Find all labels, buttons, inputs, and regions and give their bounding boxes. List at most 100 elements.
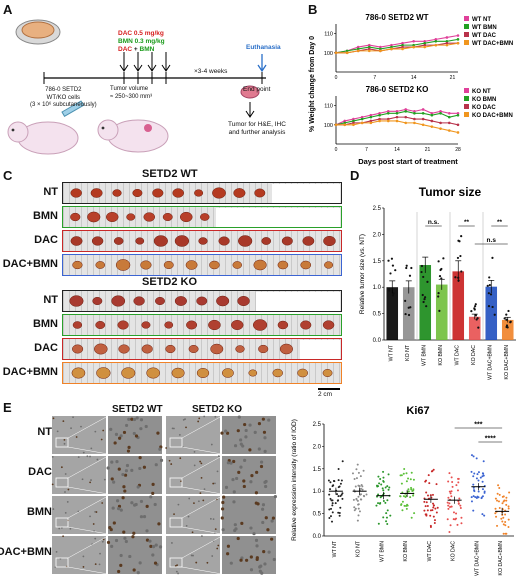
ihc-cell-1-3-14	[224, 485, 229, 489]
ko-point-1-14	[456, 113, 460, 117]
e-point-4-19	[425, 501, 428, 504]
ihc-cell-3-3-21	[267, 550, 271, 554]
e-point-5-16	[450, 476, 453, 479]
e-point-1-23	[365, 493, 368, 496]
tumor-specimen-0-1	[90, 188, 103, 198]
ihc-cell-3-0-8	[94, 537, 97, 540]
c-wt-dacbmn-strip	[62, 254, 342, 276]
e-point-5-3	[457, 481, 460, 484]
e-point-7-33	[495, 515, 498, 518]
ihc-cell-0-1-21	[158, 447, 162, 451]
e-point-7-7	[504, 521, 507, 524]
e-point-2-26	[387, 473, 390, 476]
ihc-cell-1-0-0	[103, 478, 106, 481]
ko-point-3-8	[404, 121, 408, 125]
ihc-cell-3-3-3	[272, 557, 276, 562]
ko-point-1-2	[352, 119, 355, 123]
d-point-4-8	[459, 254, 462, 258]
e-point-0-31	[332, 480, 335, 483]
wt-ytick-1: 110	[324, 32, 333, 38]
e-point-4-23	[432, 506, 435, 509]
ko-legend-swatch-0	[464, 88, 469, 93]
dose-arrow-3	[147, 52, 157, 72]
wt-legend-0: WT NT	[472, 17, 491, 23]
tumor-specimen-6-8	[258, 344, 269, 354]
ihc-cell-1-3-17	[229, 461, 233, 465]
d-xlabel-0: WT NT	[388, 344, 394, 361]
e-point-7-38	[504, 513, 507, 516]
e-xlabel-0: WT NT	[332, 540, 338, 557]
wt-point-3-4	[379, 49, 382, 53]
ihc-cell-3-2-1	[175, 570, 178, 573]
ihc-cell-3-1-10	[117, 569, 121, 574]
e-point-5-36	[451, 485, 454, 488]
e-point-2-15	[378, 502, 381, 505]
ihc-cell-3-1-0	[136, 570, 140, 575]
ihc-zoom-box-2-2	[169, 517, 183, 528]
ihc-cell-2-2-10	[214, 528, 217, 531]
e-point-6-3	[477, 479, 480, 482]
e-point-1-19	[357, 495, 360, 498]
d-ytick-2: 1.0	[373, 285, 382, 291]
ihc-cell-2-3-20	[221, 500, 225, 505]
e-point-7-37	[507, 525, 510, 528]
ihc-cell-1-2-8	[212, 482, 215, 485]
ihc-zoom-line-top-0-0	[67, 415, 109, 439]
e-point-4-7	[435, 511, 438, 514]
d-sig-label-1: **	[464, 219, 470, 226]
ko-point-2-14	[456, 123, 460, 127]
ihc-cell-0-1-9	[130, 417, 134, 421]
c-ko-row-dac: DAC	[34, 342, 58, 354]
e-point-1-16	[357, 514, 360, 517]
d-point-6-0	[489, 293, 493, 296]
wt-point-1-9	[434, 39, 438, 43]
ihc-cell-3-1-19	[158, 545, 163, 549]
e-point-3-36	[401, 500, 404, 503]
ihc-cell-3-2-0	[211, 555, 214, 557]
ihc-cell-3-1-14	[106, 540, 111, 545]
ihc-cell-0-0-11	[82, 451, 85, 454]
ihc-cell-2-1-9	[142, 515, 147, 519]
e-point-7-27	[498, 493, 501, 496]
tumor-specimen-2-8	[238, 235, 253, 247]
e-point-7-34	[508, 491, 511, 494]
d-point-5-3	[477, 326, 480, 329]
e-point-5-15	[447, 504, 450, 507]
d-point-5-4	[474, 314, 477, 317]
e-point-2-30	[377, 522, 380, 525]
ihc-cell-2-1-11	[139, 499, 144, 504]
ihc-cell-1-1-14	[130, 468, 134, 472]
wt-point-3-0	[334, 51, 338, 55]
ihc-cell-0-0-2	[56, 430, 59, 433]
wt-legend-1: WT BMN	[472, 25, 497, 31]
ihc-cell-0-2-7	[171, 427, 174, 430]
tumor-specimen-5-7	[231, 319, 244, 331]
ihc-cell-0-0-5	[80, 425, 82, 428]
panel-label-a: A	[3, 2, 13, 17]
e-point-2-6	[381, 487, 384, 490]
e-point-0-7	[331, 504, 334, 507]
d-title: Tumor size	[419, 185, 482, 199]
e-point-0-39	[337, 499, 340, 502]
wt-point-3-9	[434, 43, 438, 47]
wt-point-3-1	[345, 51, 349, 55]
d-bar-0	[386, 287, 399, 340]
e-point-0-10	[329, 488, 332, 491]
ihc-cell-2-3-19	[233, 523, 237, 527]
c-ko-row-bmn: BMN	[32, 318, 58, 330]
e-point-3-13	[409, 496, 412, 499]
b-xlabel: Days post start of treatment	[358, 157, 458, 166]
e-point-7-19	[503, 499, 506, 502]
wt-point-3-7	[412, 45, 415, 49]
ihc-cell-1-0-1	[64, 491, 66, 493]
e-ytick-1: 0.5	[313, 512, 322, 518]
ko-point-1-12	[439, 111, 442, 115]
e-point-1-28	[355, 498, 358, 501]
e-point-0-36	[328, 493, 331, 496]
wt-legend-swatch-1	[464, 24, 469, 29]
ko-point-2-13	[447, 121, 451, 125]
e-point-0-34	[328, 508, 331, 511]
ihc-zoom-line-top-3-2	[181, 535, 223, 559]
wt-xtick-0: 0	[335, 75, 338, 81]
e-point-1-24	[359, 475, 362, 478]
